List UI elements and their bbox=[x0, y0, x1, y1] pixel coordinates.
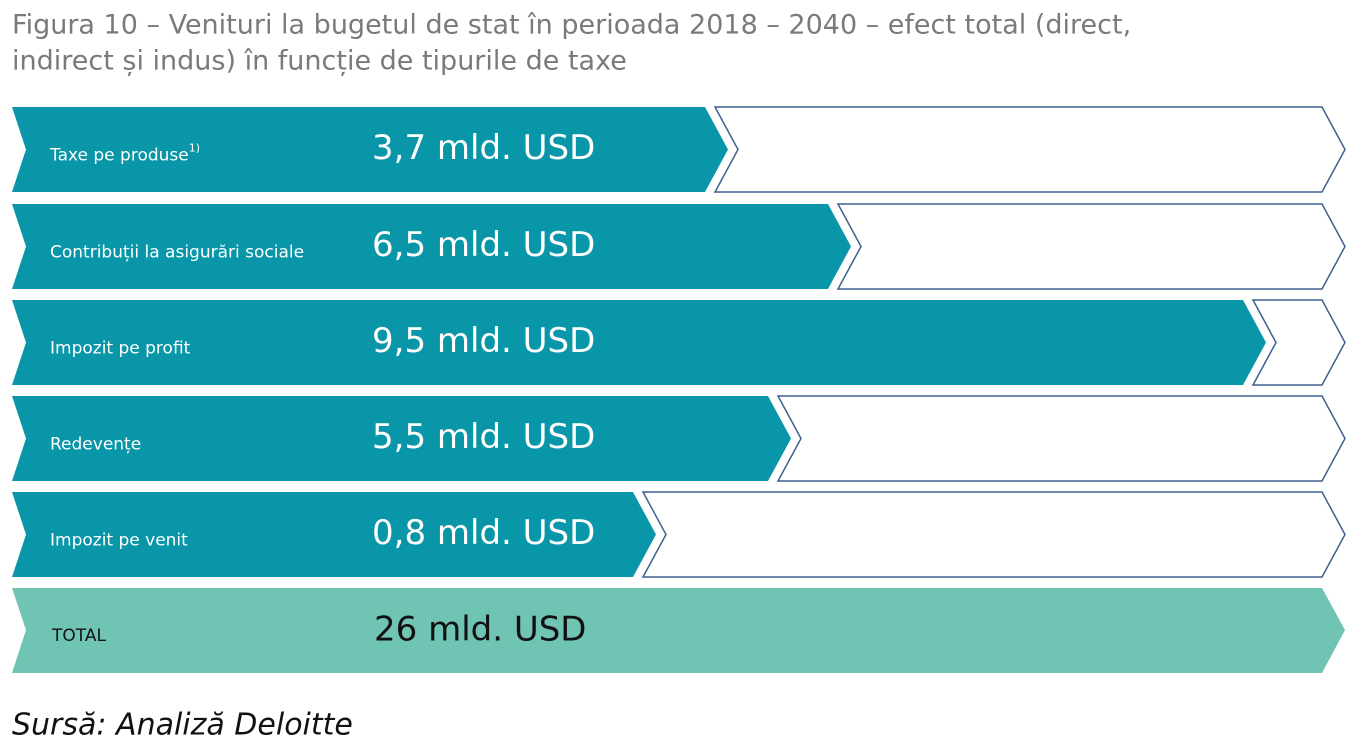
teal-arrow bbox=[12, 300, 1266, 385]
teal-arrow bbox=[12, 396, 791, 481]
row-value: 3,7 mld. USD bbox=[372, 128, 595, 168]
total-label: TOTAL bbox=[51, 626, 106, 646]
row-value: 5,5 mld. USD bbox=[372, 417, 595, 457]
outline-arrow bbox=[1251, 299, 1346, 386]
row-label-text: Taxe pe produse bbox=[49, 146, 189, 166]
total-arrow bbox=[12, 588, 1345, 673]
row-label-text: Impozit pe venit bbox=[50, 531, 188, 551]
outline-arrow bbox=[836, 203, 1346, 290]
row-label: Contribuții la asigurări sociale bbox=[50, 243, 304, 263]
row-label: Redevențe bbox=[50, 435, 141, 455]
teal-arrow bbox=[12, 492, 656, 577]
row-label: Taxe pe produse1) bbox=[49, 142, 200, 166]
outline-arrow bbox=[641, 491, 1346, 578]
row-label-text: Impozit pe profit bbox=[50, 339, 191, 359]
row-label-text: Redevențe bbox=[50, 435, 141, 455]
total-value: 26 mld. USD bbox=[374, 610, 586, 650]
title: Figura 10 – Venituri la bugetul de stat … bbox=[12, 10, 1131, 41]
teal-arrow bbox=[12, 107, 728, 192]
source: Sursă: Analiză Deloitte bbox=[12, 708, 353, 743]
row-value: 9,5 mld. USD bbox=[372, 321, 595, 361]
title: indirect și indus) în funcție de tipuril… bbox=[12, 46, 627, 77]
row-label: Impozit pe profit bbox=[50, 339, 191, 359]
row-value: 6,5 mld. USD bbox=[372, 225, 595, 265]
teal-arrow bbox=[12, 204, 851, 289]
outline-arrow bbox=[776, 395, 1346, 482]
footnote-ref: 1) bbox=[189, 142, 200, 155]
row-value: 0,8 mld. USD bbox=[372, 513, 595, 553]
row-label-text: Contribuții la asigurări sociale bbox=[50, 243, 304, 263]
outline-arrow bbox=[713, 106, 1346, 193]
row-label: Impozit pe venit bbox=[50, 531, 188, 551]
